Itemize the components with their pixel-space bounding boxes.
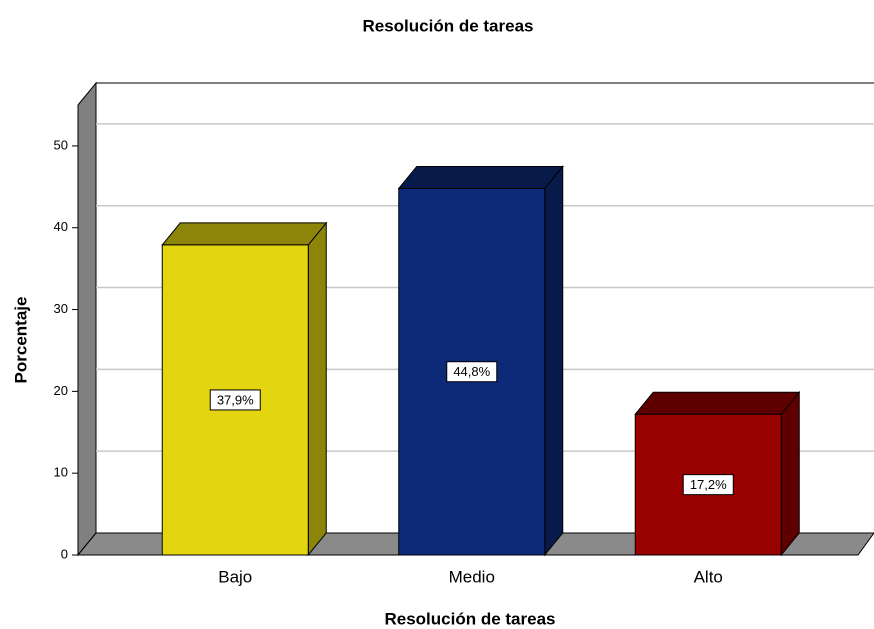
value-label-box: [446, 361, 498, 383]
y-tick-label: 10: [54, 465, 68, 480]
y-tick-label: 40: [54, 219, 68, 234]
bar-top: [634, 391, 801, 415]
chart-title: Resolución de tareas: [362, 16, 533, 35]
y-axis-label: Porcentaje: [11, 297, 30, 384]
bar-top: [161, 222, 328, 246]
x-tick-label: Medio: [449, 567, 495, 586]
value-label: 37,9%: [217, 392, 254, 407]
value-label: 44,8%: [453, 364, 490, 379]
value-label: 17,2%: [690, 477, 727, 492]
y-tick-label: 30: [54, 301, 68, 316]
x-tick-label: Alto: [694, 567, 723, 586]
y-tick-label: 20: [54, 383, 68, 398]
x-tick-label: Bajo: [218, 567, 252, 586]
bar-side: [307, 221, 327, 557]
bar-top: [397, 165, 564, 189]
bar-side: [780, 390, 800, 557]
value-label-box: [682, 474, 734, 496]
value-label-box: [209, 389, 261, 411]
y-tick-label: 0: [61, 546, 68, 561]
bar-side: [544, 165, 564, 557]
x-axis-label: Resolución de tareas: [384, 609, 555, 628]
left-wall: [77, 81, 97, 557]
y-tick-label: 50: [54, 137, 68, 152]
